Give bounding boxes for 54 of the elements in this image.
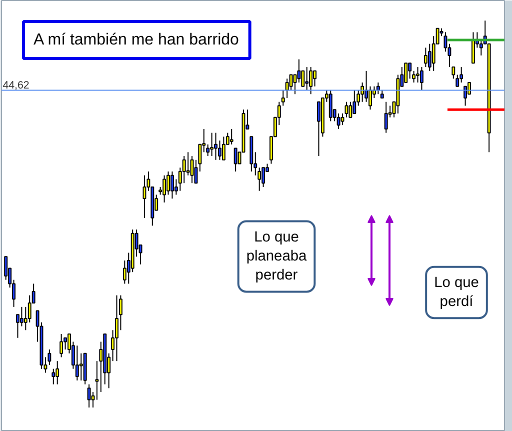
- candlestick: [384, 101, 388, 134]
- text: A mí también me han barrido: [34, 32, 240, 48]
- candlestick: [214, 132, 218, 160]
- candlestick: [479, 39, 483, 56]
- candlestick: [344, 101, 348, 118]
- candlestick: [170, 171, 174, 200]
- candlestick: [4, 256, 8, 280]
- candlestick: [464, 86, 468, 106]
- candlestick: [404, 62, 408, 84]
- candlestick: [313, 70, 317, 87]
- candlestick: [456, 74, 460, 87]
- annotation: Lo que planeaba perder: [246, 229, 308, 284]
- candlestick: [230, 128, 234, 145]
- candlestick: [75, 345, 79, 381]
- candlestick: [468, 82, 471, 95]
- candlestick: [408, 62, 412, 80]
- candlestick: [352, 90, 356, 114]
- candlestick: [162, 174, 166, 203]
- candlestick: [20, 306, 24, 327]
- candlestick: [297, 58, 301, 84]
- candlestick: [52, 368, 56, 385]
- candlestick: [420, 66, 424, 91]
- candlestick: [95, 360, 99, 400]
- candlestick: [281, 90, 285, 106]
- candlestick: [471, 32, 475, 64]
- candlestick: [91, 392, 95, 408]
- annotation: 44,62: [2, 79, 30, 92]
- candlestick: [317, 101, 320, 157]
- candlestick: [348, 101, 352, 118]
- candlestick: [115, 294, 118, 362]
- candlestick: [460, 66, 464, 84]
- candlestick: [412, 70, 416, 84]
- candlestick: [305, 66, 309, 91]
- candlestick: [360, 82, 364, 102]
- candlestick: [222, 136, 226, 160]
- candlestick: [198, 144, 202, 172]
- candlestick: [424, 47, 428, 68]
- candlestick: [309, 66, 313, 95]
- candlestick: [234, 148, 238, 172]
- candlestick: [416, 66, 420, 84]
- candlestick: [182, 156, 186, 184]
- candlestick: [28, 294, 32, 323]
- candlestick: [60, 334, 64, 358]
- candlestick: [87, 384, 91, 408]
- candlestick: [210, 132, 214, 157]
- candlestick: [285, 78, 289, 98]
- candlestick: [328, 90, 332, 122]
- candlestick: [56, 360, 60, 385]
- candlestick: [262, 167, 266, 188]
- candlestick: [186, 152, 190, 176]
- candlestick: [79, 352, 83, 381]
- candlestick: [452, 66, 456, 80]
- annotation: Lo que perdí: [434, 274, 479, 310]
- candlestick: [336, 112, 340, 130]
